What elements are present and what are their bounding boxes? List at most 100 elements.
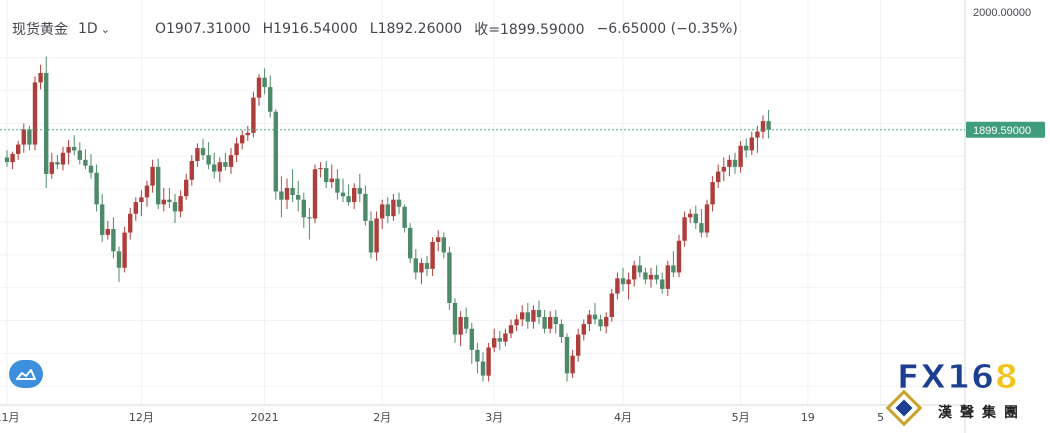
candle — [570, 349, 575, 379]
candle — [10, 151, 15, 170]
candle — [408, 223, 413, 264]
tradingview-logo-icon[interactable] — [9, 360, 43, 388]
candle — [178, 190, 183, 218]
candle-body — [520, 312, 525, 320]
y-tick-label: 2000.00000 — [973, 7, 1031, 19]
candle-body — [559, 324, 564, 337]
candle — [368, 211, 374, 259]
candle — [766, 109, 771, 139]
candle — [256, 74, 262, 106]
candle-body — [749, 137, 754, 151]
open-value: O1907.31000 — [155, 21, 251, 37]
candle — [335, 169, 340, 200]
candle-body — [727, 159, 732, 167]
candle — [520, 305, 525, 327]
candle-body — [469, 328, 474, 350]
candle-body — [195, 148, 200, 161]
candle — [508, 319, 514, 339]
candle-body — [408, 227, 413, 259]
candle — [88, 153, 94, 179]
candle — [296, 180, 301, 212]
candle — [704, 199, 710, 238]
candle-body — [228, 155, 234, 167]
candle-body — [312, 169, 318, 219]
candle-body — [699, 223, 704, 233]
candle — [744, 138, 749, 158]
candle-body — [150, 166, 155, 186]
x-tick-label: 2月 — [373, 411, 391, 424]
candle — [604, 312, 609, 334]
candle-body — [682, 217, 687, 241]
candle-body — [598, 319, 603, 327]
candle-body — [704, 204, 710, 233]
candle-body — [391, 199, 396, 217]
candle — [654, 265, 659, 285]
candle — [660, 272, 665, 294]
candle-body — [212, 164, 217, 172]
candle-body — [240, 135, 245, 144]
candle — [363, 185, 368, 226]
candle-body — [368, 220, 374, 253]
candle-body — [329, 178, 334, 183]
candle-body — [4, 157, 10, 163]
candle-body — [234, 143, 239, 156]
candle-body — [245, 132, 250, 136]
candle-body — [570, 355, 575, 374]
candle — [128, 207, 133, 240]
candle-body — [508, 325, 514, 334]
candle — [391, 193, 396, 221]
x-tick-label: 3月 — [485, 411, 503, 424]
low-value: L1892.26000 — [369, 21, 463, 37]
last-price-label: 1899.59000 — [973, 125, 1031, 137]
symbol-name[interactable]: 现货黄金 — [12, 22, 68, 38]
candle — [279, 176, 284, 218]
candle — [324, 160, 329, 188]
candle-body — [424, 263, 430, 269]
candle-body — [396, 199, 402, 207]
candle — [693, 205, 698, 230]
candle-body — [738, 145, 743, 167]
candle-body — [133, 202, 138, 214]
candle — [329, 164, 334, 188]
candle-body — [307, 217, 312, 219]
candle-body — [27, 129, 32, 145]
candle — [357, 173, 362, 203]
candle-body — [100, 204, 105, 235]
candle-body — [156, 166, 161, 205]
candle-body — [139, 197, 144, 203]
candle-body — [32, 82, 38, 145]
candle-body — [66, 146, 71, 153]
candle-body — [72, 146, 77, 151]
candle-body — [542, 317, 547, 329]
candle-body — [721, 166, 726, 172]
candle-body — [122, 232, 127, 268]
candle — [637, 256, 642, 278]
ohlc-legend: O1907.31000 H1916.54000 L1892.26000 收=18… — [155, 14, 750, 44]
timeframe-selector[interactable]: 1D ⌄ — [78, 21, 110, 37]
timeframe-label: 1D — [78, 21, 98, 37]
candle — [424, 256, 430, 276]
candle — [16, 141, 21, 160]
candle — [671, 251, 676, 278]
candle-body — [335, 178, 340, 193]
candle-body — [357, 187, 362, 194]
candle-body — [144, 185, 150, 198]
candle-body — [178, 196, 183, 212]
candle-body — [766, 121, 771, 130]
candle-body — [77, 150, 82, 160]
candle-body — [374, 218, 379, 253]
candle — [60, 146, 66, 171]
candle — [447, 246, 452, 310]
candle — [760, 115, 766, 139]
candle-body — [301, 199, 306, 218]
candle — [83, 149, 88, 170]
candle-body — [88, 165, 94, 173]
candle-body — [688, 213, 693, 218]
high-value: H1916.54000 — [262, 21, 358, 37]
candle — [464, 307, 469, 334]
candle-body — [49, 162, 54, 174]
candle — [480, 352, 486, 382]
candle — [21, 123, 26, 153]
candle-body — [21, 129, 26, 145]
candle-body — [296, 195, 301, 200]
